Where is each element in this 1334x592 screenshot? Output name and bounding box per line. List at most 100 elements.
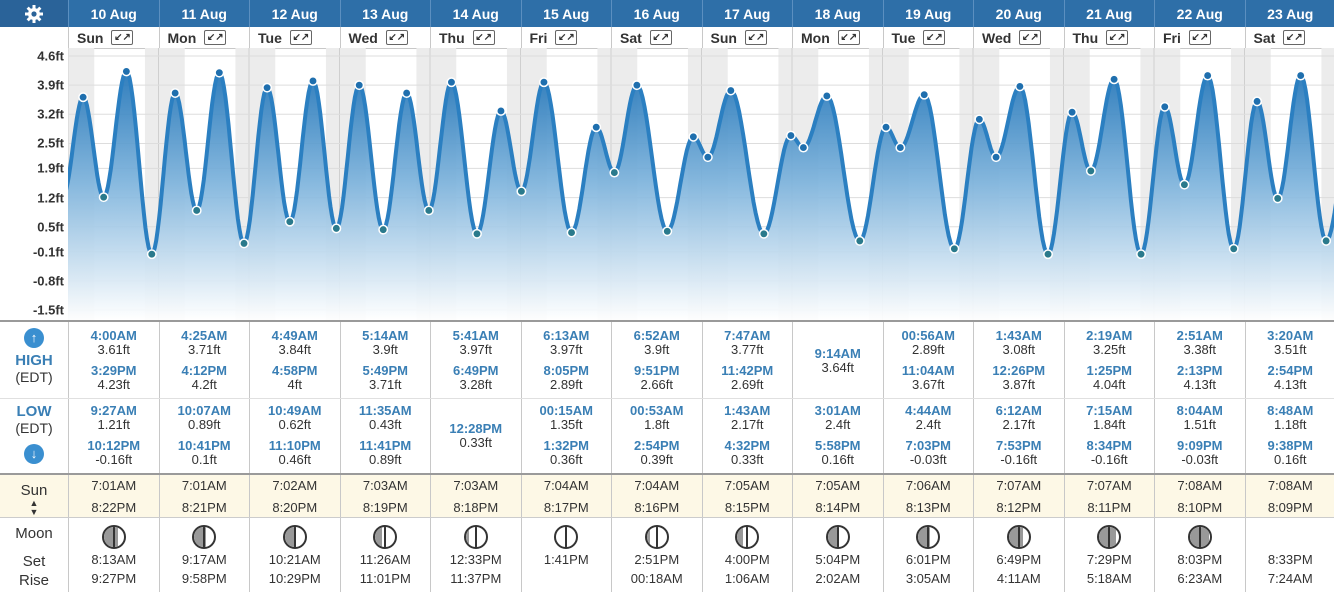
expand-day-button[interactable]: ↙↗ [837, 30, 860, 45]
high-tide-time: 9:51PM [633, 363, 680, 378]
expand-day-button[interactable]: ↙↗ [385, 30, 408, 45]
low-tide-height: 0.33ft [459, 435, 493, 450]
sun-label-block: Sun ▲ ▼ [0, 482, 68, 517]
sun-label: Sun [20, 482, 48, 499]
high-label-block: ↑ HIGH (EDT) [0, 328, 68, 385]
high-tide-height: 2.89ft [911, 342, 945, 357]
moonset-time: 8:03PM [1177, 552, 1223, 567]
high-tide-time: 4:00AM [90, 328, 137, 343]
moon-shadow [103, 527, 118, 547]
sun-updown-icon: ▲ ▼ [29, 498, 39, 517]
low-tide-height: 2.4ft [915, 417, 941, 432]
low-tide-cell: 4:44AM 2.4ft 7:03PM -0.03ft [882, 399, 974, 473]
high-tide-height: 3.77ft [730, 342, 764, 357]
tide-line [68, 69, 1334, 257]
arrow-down-icon[interactable]: ↓ [24, 444, 44, 464]
moon-phase-cell [1063, 518, 1155, 550]
moon-phase-cell [430, 518, 521, 550]
sunset-time: 8:17PM [543, 500, 589, 515]
sunrise-time: 7:04AM [543, 478, 589, 493]
low-tide-height: 0.89ft [368, 452, 402, 467]
sun-times-cell: 7:04AM 8:16PM [611, 475, 702, 517]
moon-times-cell: 8:33PM 7:24AM [1244, 550, 1334, 592]
moon-phase-cell [68, 518, 159, 550]
expand-day-button[interactable]: ↙↗ [555, 30, 578, 45]
expand-day-button[interactable]: ↙↗ [472, 30, 495, 45]
moon-rise-label: Rise [18, 572, 49, 589]
low-tide-time: 3:01AM [814, 403, 861, 418]
moon-phase-icon [101, 525, 126, 549]
expand-day-button[interactable]: ↙↗ [111, 30, 134, 45]
low-tide-cell: 12:28PM 0.33ft [430, 399, 521, 473]
moon-shadow [1008, 527, 1023, 547]
high-tide-height: 3.51ft [1273, 342, 1307, 357]
low-tide-height: 0.46ft [278, 452, 312, 467]
moon-phase-icon [1006, 525, 1031, 549]
expand-day-button[interactable]: ↙↗ [1283, 30, 1306, 45]
expand-day-button[interactable]: ↙↗ [1188, 30, 1211, 45]
low-tide-point [1321, 235, 1332, 246]
sunrise-time: 7:05AM [815, 478, 861, 493]
moonset-time: 7:29PM [1086, 552, 1132, 567]
sunset-time: 8:20PM [272, 500, 318, 515]
high-tide-point [214, 67, 225, 78]
low-tide-point [609, 167, 620, 178]
high-tide-point [974, 114, 985, 125]
y-tick-label: -1.5ft [32, 302, 64, 318]
low-tide-time: 8:34PM [1086, 438, 1133, 453]
weekday-cell: Tue ↙↗ [249, 27, 340, 48]
sun-times-cell: 7:03AM 8:19PM [339, 475, 431, 517]
low-tide-height: 0.39ft [640, 452, 674, 467]
low-tide-time: 11:10PM [268, 438, 321, 453]
sunset-time: 8:09PM [1267, 500, 1313, 515]
high-tide-point [1159, 101, 1170, 112]
high-tide-height: 3.71ft [368, 377, 402, 392]
moon-shadow [827, 527, 837, 547]
expand-day-button[interactable]: ↙↗ [1019, 30, 1042, 45]
low-tide-time: 10:12PM [87, 438, 141, 453]
expand-day-button[interactable]: ↙↗ [649, 30, 672, 45]
sunrise-time: 7:08AM [1267, 478, 1313, 493]
weekday-label: Wed [348, 29, 378, 46]
low-tide-point [516, 186, 527, 197]
high-tide-point [702, 152, 713, 163]
high-tide-point [308, 76, 318, 86]
moon-phase-icon [373, 525, 398, 549]
high-tide-point [1202, 70, 1213, 81]
sunset-time: 8:19PM [362, 500, 408, 515]
expand-day-button[interactable]: ↙↗ [1106, 30, 1129, 45]
expand-day-button[interactable]: ↙↗ [204, 30, 227, 45]
low-tide-height: -0.16ft [1000, 452, 1038, 467]
high-tide-height: 3.25ft [1092, 342, 1126, 357]
moonset-time: 11:26AM [359, 552, 411, 567]
high-tide-height: 3.9ft [644, 342, 670, 357]
expand-day-button[interactable]: ↙↗ [923, 30, 946, 45]
high-tide-height: 2.66ft [640, 377, 674, 392]
sunrise-time: 7:02AM [272, 478, 318, 493]
high-tide-time: 4:58PM [271, 363, 318, 378]
moonrise-time: 6:23AM [1177, 571, 1223, 586]
weekday-row: Sun ↙↗ Mon ↙↗ Tue ↙↗ Wed ↙↗ Thu ↙↗ Fri ↙↗ Sat ↙↗ Sun ↙↗… [0, 27, 1334, 49]
high-tide-point [446, 77, 457, 88]
low-tide-point [98, 192, 109, 203]
settings-button[interactable] [0, 0, 68, 27]
arrow-up-icon[interactable]: ↑ [24, 328, 44, 348]
gear-icon [25, 4, 43, 23]
moon-terminator [655, 527, 658, 547]
high-tide-point [170, 88, 181, 99]
expand-day-button[interactable]: ↙↗ [744, 30, 767, 45]
moon-times-cell: 6:01PM 3:05AM [882, 550, 974, 592]
moon-phase-cell [701, 518, 793, 550]
low-label: LOW [16, 403, 52, 420]
moon-phase-icon [825, 525, 850, 549]
date-header: 10 Aug 11 Aug 12 Aug 13 Aug 14 Aug 15 Aug 16 A… [0, 0, 1334, 27]
low-tide-point [472, 228, 482, 239]
y-tick-label: 0.5ft [37, 219, 64, 235]
y-tick-label: 1.9ft [37, 160, 64, 176]
moon-times-cell: 11:26AM 11:01PM [339, 550, 431, 592]
low-tide-time: 8:04AM [1176, 403, 1223, 418]
date-header-cell: 17 Aug [701, 0, 793, 27]
expand-day-button[interactable]: ↙↗ [289, 30, 312, 45]
low-tide-point [1136, 249, 1147, 260]
moon-times-cell: 8:13AM 9:27PM [68, 550, 159, 592]
